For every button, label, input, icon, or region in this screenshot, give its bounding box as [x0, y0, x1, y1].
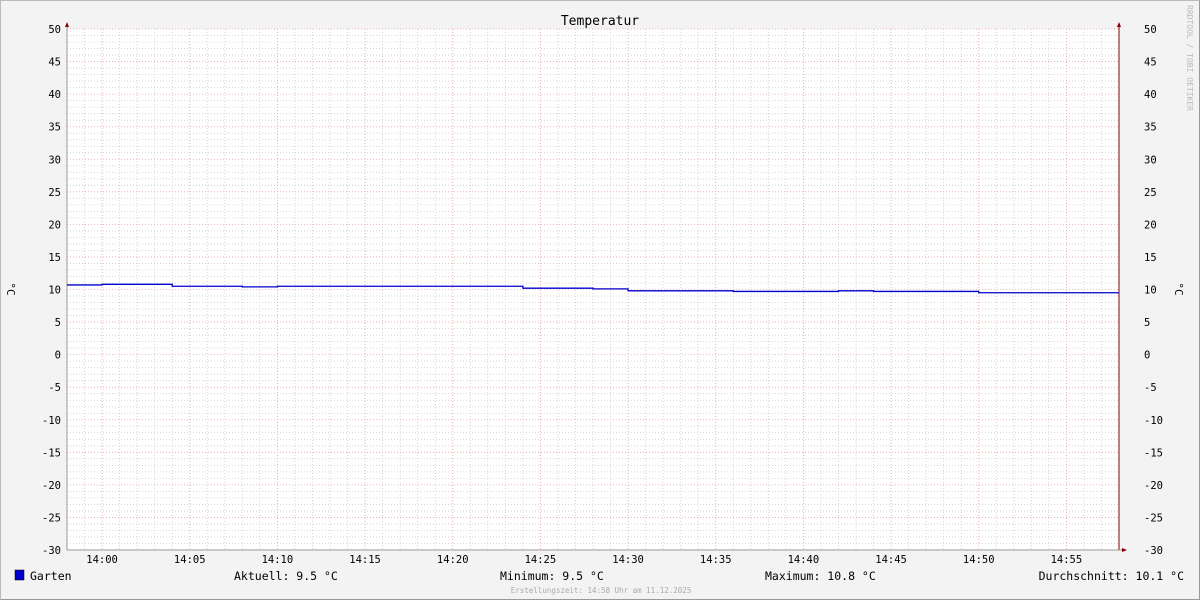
y-tick-label-left: 35 [48, 122, 61, 134]
y-tick-label-right: -25 [1144, 512, 1163, 524]
y-tick-label-right: 45 [1144, 57, 1157, 69]
x-tick-label: 14:45 [875, 554, 907, 566]
axis-arrow-icon [65, 22, 69, 27]
legend-average: Durchschnitt: 10.1 °C [1039, 569, 1184, 583]
x-tick-label: 14:15 [349, 554, 381, 566]
y-tick-label-right: 40 [1144, 89, 1157, 101]
y-tick-label-right: -15 [1144, 447, 1163, 459]
x-tick-label: 14:05 [174, 554, 206, 566]
legend-current: Aktuell: 9.5 °C [234, 569, 338, 583]
y-tick-label-right: 10 [1144, 285, 1157, 297]
footer-timestamp: Erstellungszeit: 14:58 Uhr am 11.12.2025 [511, 586, 692, 595]
y-tick-label-left: 0 [55, 350, 61, 362]
legend-swatch [14, 569, 25, 581]
legend-maximum: Maximum: 10.8 °C [765, 569, 876, 583]
y-tick-label-right: 30 [1144, 154, 1157, 166]
y-axis-label-right: °C [1172, 282, 1185, 295]
y-tick-label-left: 40 [48, 89, 61, 101]
x-tick-label: 14:50 [963, 554, 995, 566]
watermark: RRDTOOL / TOBI OETIKER [1185, 5, 1194, 111]
chart-title: Temperatur [561, 14, 639, 29]
y-tick-label-left: 15 [48, 252, 61, 264]
series-line-garten [67, 283, 1119, 294]
legend-series-name: Garten [30, 569, 72, 583]
y-tick-label-right: -30 [1144, 545, 1163, 557]
y-tick-label-right: 50 [1144, 24, 1157, 36]
y-tick-label-left: 10 [48, 285, 61, 297]
y-tick-label-right: -5 [1144, 382, 1157, 394]
y-tick-label-left: 25 [48, 187, 61, 199]
y-tick-label-left: -10 [42, 415, 61, 427]
y-tick-label-right: 15 [1144, 252, 1157, 264]
y-tick-label-right: 5 [1144, 317, 1150, 329]
x-tick-label: 14:55 [1051, 554, 1083, 566]
y-tick-label-right: 35 [1144, 122, 1157, 134]
y-tick-label-left: 20 [48, 219, 61, 231]
y-tick-label-left: -5 [48, 382, 61, 394]
y-axis-label-left: °C [4, 282, 17, 295]
legend-minimum: Minimum: 9.5 °C [500, 569, 604, 583]
x-tick-label: 14:25 [525, 554, 557, 566]
y-tick-label-left: -15 [42, 447, 61, 459]
y-tick-label-left: 30 [48, 154, 61, 166]
y-tick-label-left: -25 [42, 512, 61, 524]
x-tick-label: 14:20 [437, 554, 469, 566]
y-tick-label-right: -10 [1144, 415, 1163, 427]
x-tick-label: 14:35 [700, 554, 732, 566]
axis-arrow-icon [1117, 22, 1121, 27]
x-tick-label: 14:00 [86, 554, 118, 566]
y-tick-label-left: 5 [55, 317, 61, 329]
y-tick-label-right: 20 [1144, 219, 1157, 231]
x-tick-label: 14:30 [612, 554, 644, 566]
y-tick-label-left: 50 [48, 24, 61, 36]
x-tick-label: 14:40 [788, 554, 820, 566]
y-tick-label-right: -20 [1144, 480, 1163, 492]
y-tick-label-right: 0 [1144, 350, 1150, 362]
y-tick-label-left: -30 [42, 545, 61, 557]
y-tick-label-right: 25 [1144, 187, 1157, 199]
x-tick-label: 14:10 [262, 554, 294, 566]
y-tick-label-left: 45 [48, 57, 61, 69]
axis-arrow-icon [1122, 548, 1127, 552]
y-tick-label-left: -20 [42, 480, 61, 492]
